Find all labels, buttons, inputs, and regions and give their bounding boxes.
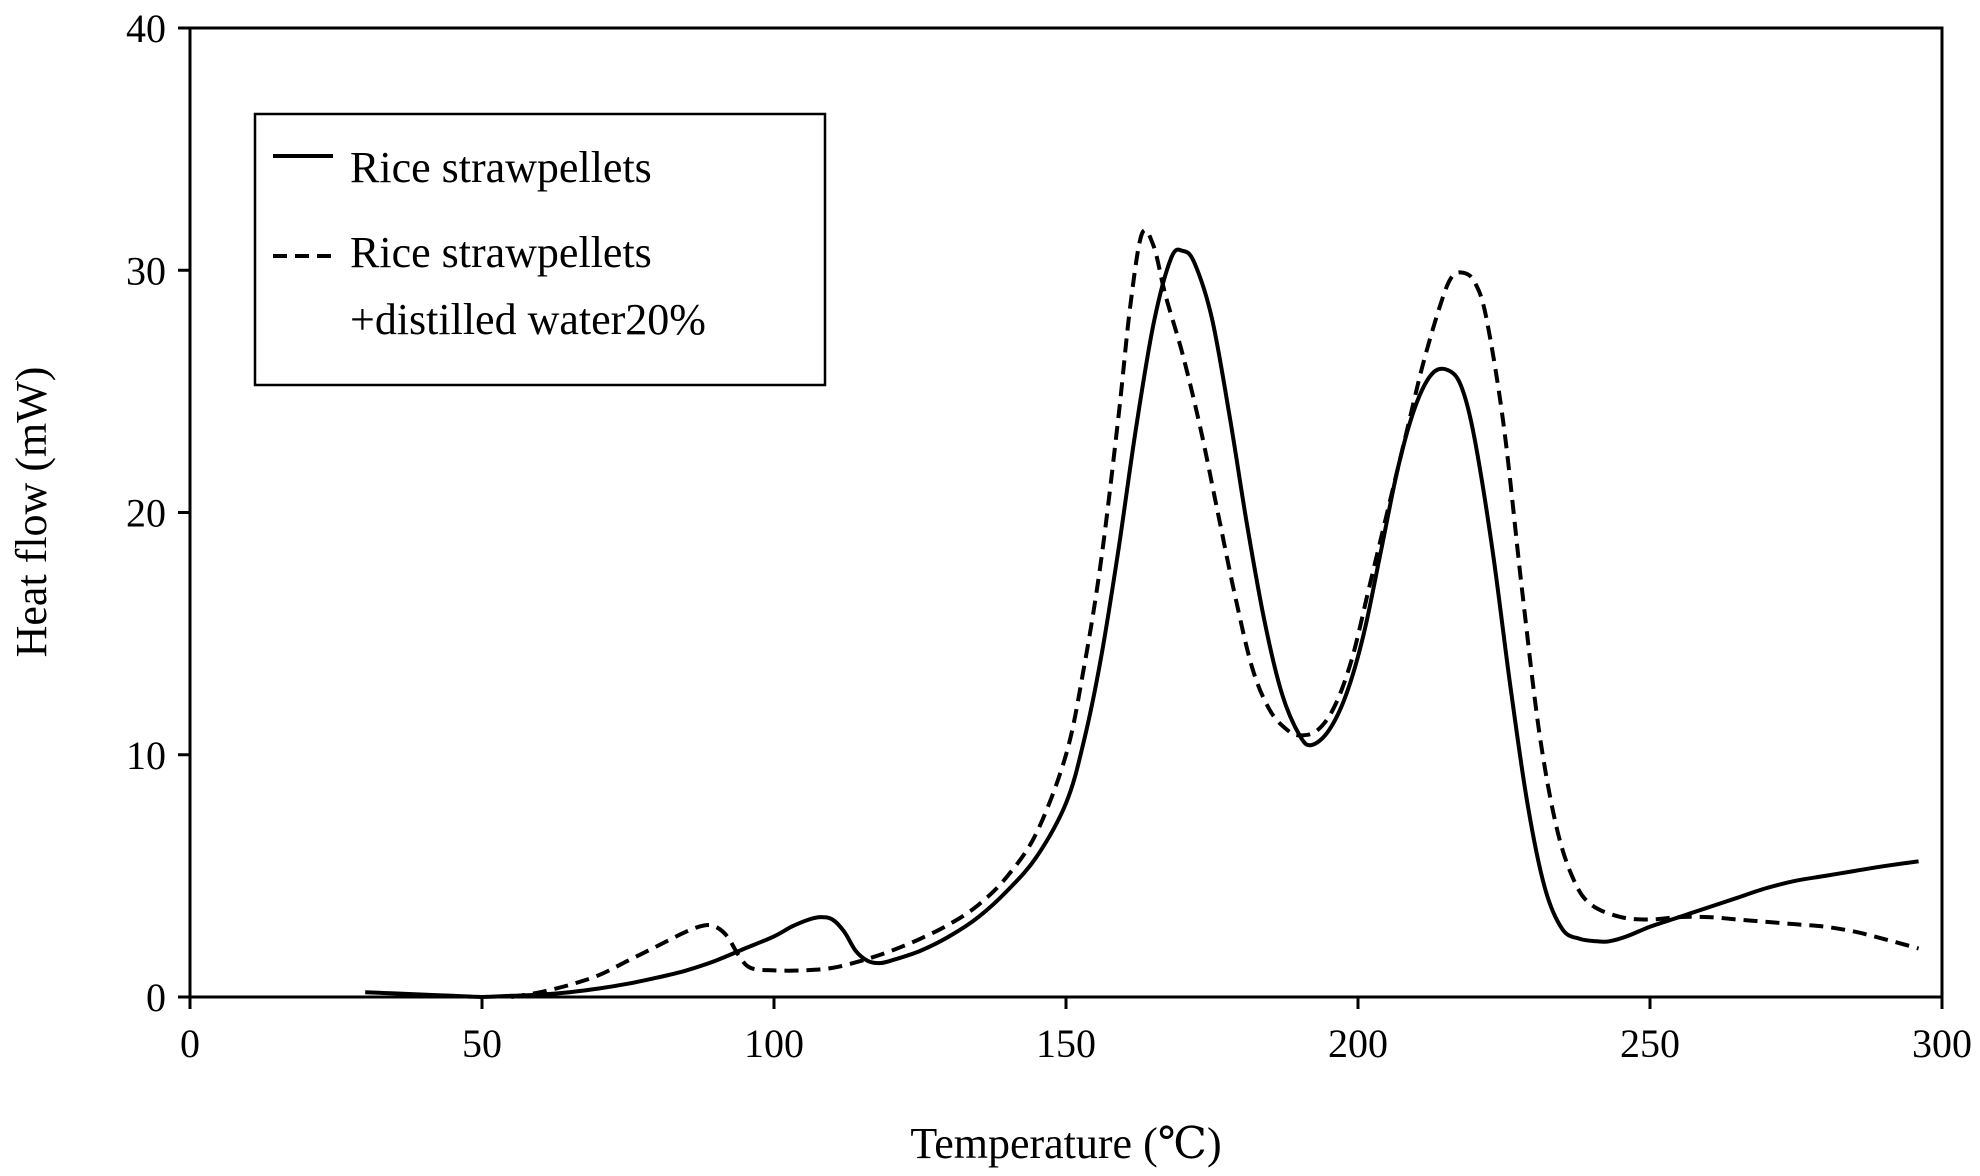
legend-label-series-2-line-1: Rice strawpellets	[350, 228, 652, 277]
x-tick-label: 50	[462, 1021, 502, 1066]
series-layer	[365, 228, 1920, 999]
legend: Rice strawpellets Rice strawpellets +dis…	[253, 112, 827, 387]
x-tick-label: 100	[744, 1021, 804, 1066]
x-tick-label: 0	[180, 1021, 200, 1066]
series-line-rice-strawpellets-water	[510, 228, 1920, 999]
x-tick-label: 250	[1620, 1021, 1680, 1066]
x-tick-label: 200	[1328, 1021, 1388, 1066]
x-tick-label: 300	[1912, 1021, 1972, 1066]
y-tick-label: 40	[126, 6, 166, 51]
x-axis-title: Temperature (℃)	[910, 1119, 1221, 1168]
y-tick-label: 10	[126, 733, 166, 778]
x-axis-ticks: 0 50 100 150 200 250 300	[180, 997, 1972, 1066]
x-tick-label: 150	[1036, 1021, 1096, 1066]
legend-label-series-2-line-2: +distilled water20%	[350, 295, 706, 344]
legend-box	[253, 112, 827, 387]
y-tick-label: 20	[126, 491, 166, 536]
y-axis-ticks: 0 10 20 30 40	[126, 6, 190, 1020]
y-tick-label: 0	[146, 975, 166, 1020]
series-line-rice-strawpellets	[365, 247, 1919, 999]
y-tick-label: 30	[126, 248, 166, 293]
y-axis-title: Heat flow (mW)	[7, 367, 56, 658]
legend-label-series-1: Rice strawpellets	[350, 143, 652, 192]
